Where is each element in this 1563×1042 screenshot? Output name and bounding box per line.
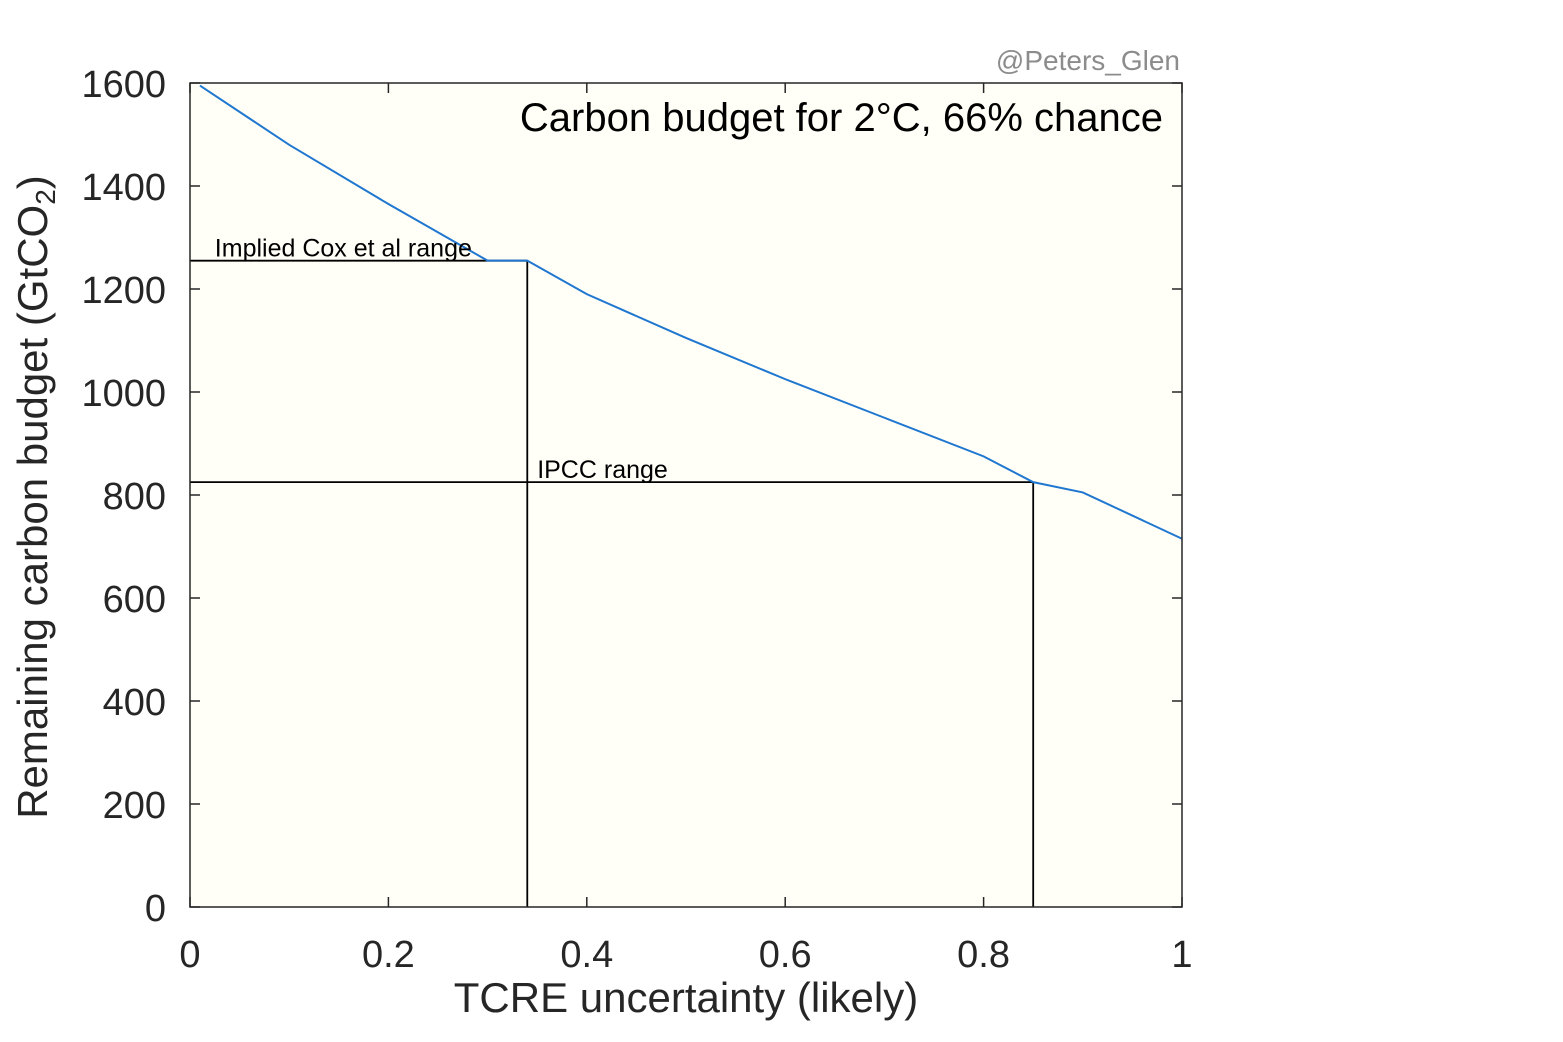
tick-labels: 0 0.2 0.4 0.6 0.8 1 0 200 400 600 800 1000 1200 1400 1…: [81, 64, 1192, 976]
annotation-label: Implied Cox et al range: [215, 235, 472, 263]
series-line: [199, 84, 1183, 540]
x-tick-label: 0.8: [957, 934, 1010, 976]
x-axis-label: TCRE uncertainty (likely): [454, 974, 918, 1021]
y-axis-label-subscript: 2: [30, 189, 61, 205]
y-axis-label: Remaining carbon budget (GtCO2): [9, 175, 61, 819]
axis-ticks: [189, 82, 1183, 908]
y-tick-label: 200: [103, 785, 166, 827]
y-tick-label: 1600: [81, 64, 166, 106]
annotation-texts: Implied Cox et al range IPCC range: [215, 235, 668, 484]
y-tick-label: 0: [145, 888, 166, 930]
credit-label: @Peters_Glen: [996, 45, 1180, 76]
annotation-lines: [190, 259, 1035, 907]
x-tick-label: 0.2: [362, 934, 415, 976]
y-tick-label: 1200: [81, 270, 166, 312]
y-axis-label-main: Remaining carbon budget (GtCO: [9, 205, 56, 819]
plot-area: [190, 83, 1182, 907]
y-tick-label: 400: [103, 682, 166, 724]
annotation-label: IPCC range: [537, 456, 668, 484]
y-axis-label-close: ): [9, 175, 56, 189]
x-tick-label: 1: [1171, 934, 1192, 976]
y-tick-label: 800: [103, 476, 166, 518]
chart-title: Carbon budget for 2°C, 66% chance: [520, 96, 1163, 140]
x-tick-label: 0: [179, 934, 200, 976]
y-tick-label: 600: [103, 579, 166, 621]
y-tick-label: 1400: [81, 167, 166, 209]
y-tick-label: 1000: [81, 373, 166, 415]
x-tick-label: 0.6: [759, 934, 812, 976]
series-layer: [199, 84, 1183, 540]
x-tick-label: 0.4: [560, 934, 613, 976]
